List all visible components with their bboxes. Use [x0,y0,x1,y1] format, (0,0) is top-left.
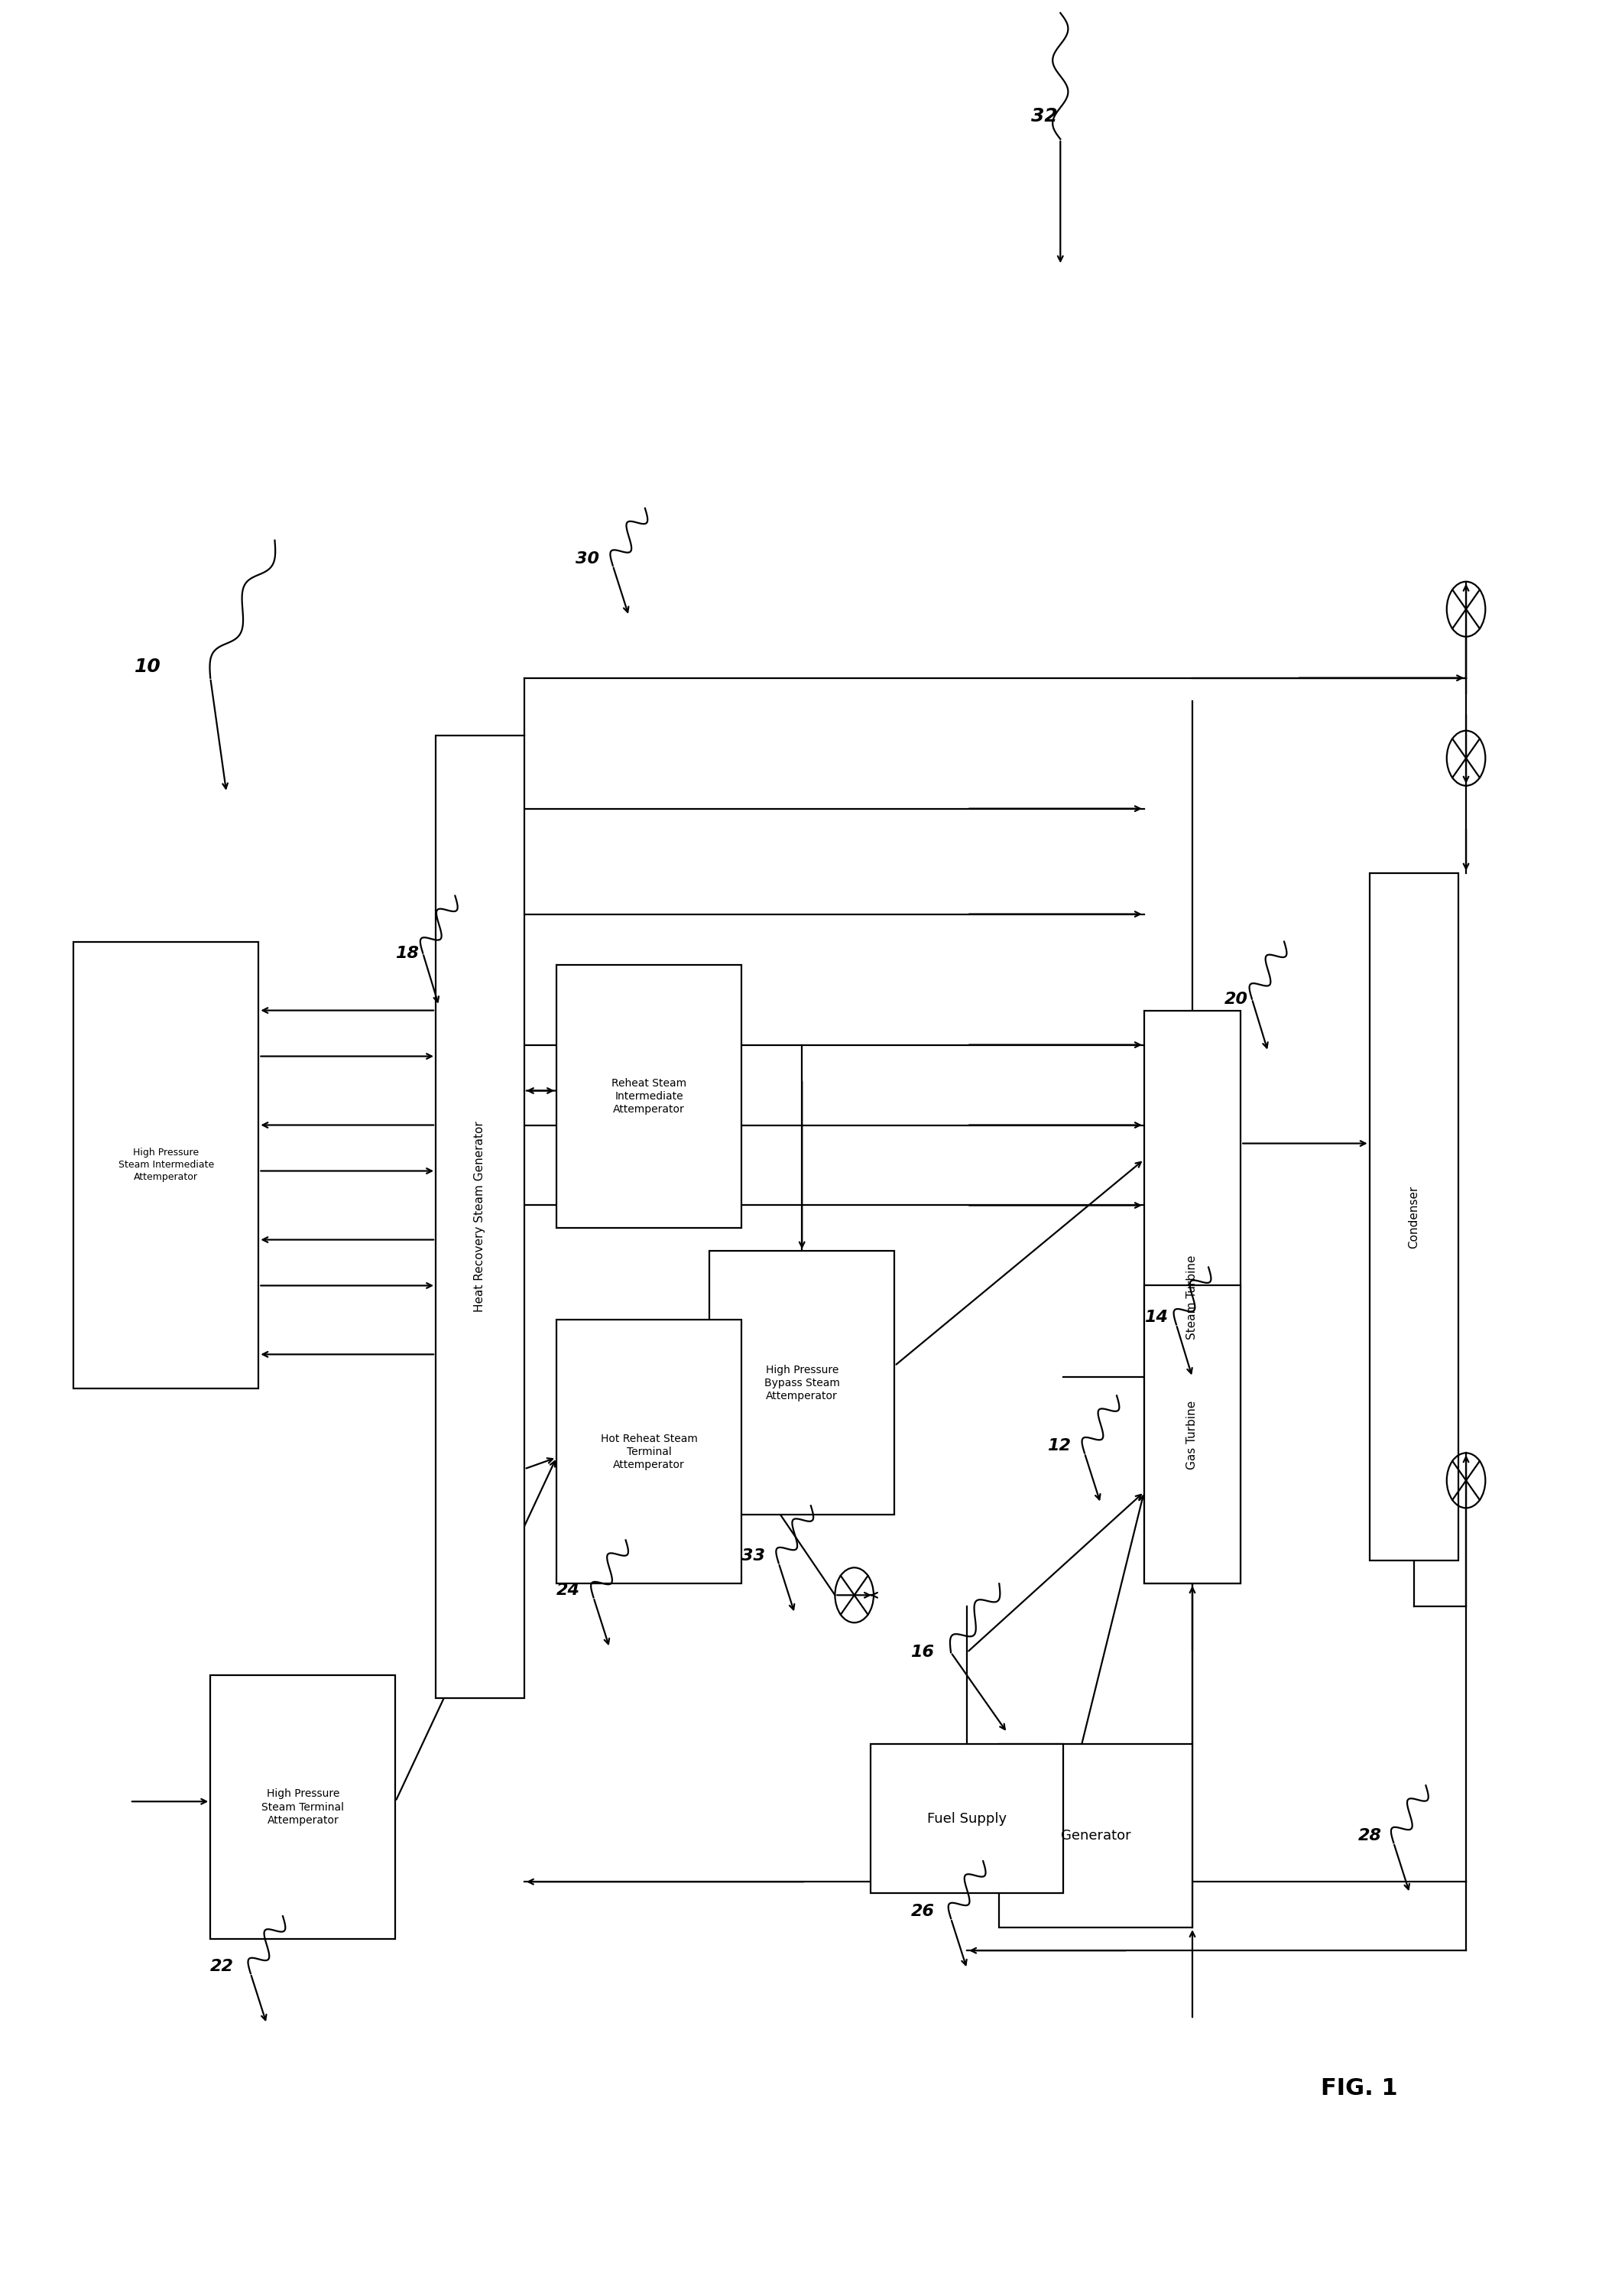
Text: Reheat Steam
Intermediate
Attemperator: Reheat Steam Intermediate Attemperator [611,1077,687,1116]
FancyBboxPatch shape [999,1745,1193,1929]
FancyBboxPatch shape [1145,1010,1241,1584]
Text: 30: 30 [575,551,600,567]
Text: High Pressure
Steam Terminal
Attemperator: High Pressure Steam Terminal Attemperato… [261,1789,345,1825]
FancyBboxPatch shape [435,735,524,1699]
FancyBboxPatch shape [870,1745,1064,1894]
Text: 18: 18 [395,946,419,960]
Text: 20: 20 [1225,992,1248,1006]
FancyBboxPatch shape [556,964,742,1228]
Text: 14: 14 [1145,1311,1167,1325]
Text: 32: 32 [1032,108,1057,126]
Text: Steam Turbine: Steam Turbine [1186,1256,1198,1339]
FancyBboxPatch shape [210,1676,395,1940]
Text: 10: 10 [135,657,161,675]
FancyBboxPatch shape [556,1320,742,1584]
FancyBboxPatch shape [1370,872,1457,1561]
FancyBboxPatch shape [74,941,258,1389]
Text: 16: 16 [911,1644,935,1660]
Text: 22: 22 [210,1958,234,1975]
Text: High Pressure
Bypass Steam
Attemperator: High Pressure Bypass Steam Attemperator [764,1364,840,1401]
Text: 33: 33 [742,1548,766,1564]
Text: 28: 28 [1359,1828,1381,1844]
Text: Heat Recovery Steam Generator: Heat Recovery Steam Generator [474,1120,485,1313]
Text: Generator: Generator [1061,1830,1130,1844]
Text: 24: 24 [556,1582,580,1598]
FancyBboxPatch shape [1145,1286,1241,1584]
FancyBboxPatch shape [709,1251,895,1515]
Text: Hot Reheat Steam
Terminal
Attemperator: Hot Reheat Steam Terminal Attemperator [601,1433,698,1469]
Text: High Pressure
Steam Intermediate
Attemperator: High Pressure Steam Intermediate Attempe… [118,1148,214,1182]
Text: Gas Turbine: Gas Turbine [1186,1401,1198,1469]
Text: FIG. 1: FIG. 1 [1322,2078,1398,2099]
Text: Fuel Supply: Fuel Supply [927,1812,1008,1825]
Text: 12: 12 [1048,1437,1072,1453]
Text: 26: 26 [911,1903,935,1919]
Text: Condenser: Condenser [1407,1185,1420,1249]
